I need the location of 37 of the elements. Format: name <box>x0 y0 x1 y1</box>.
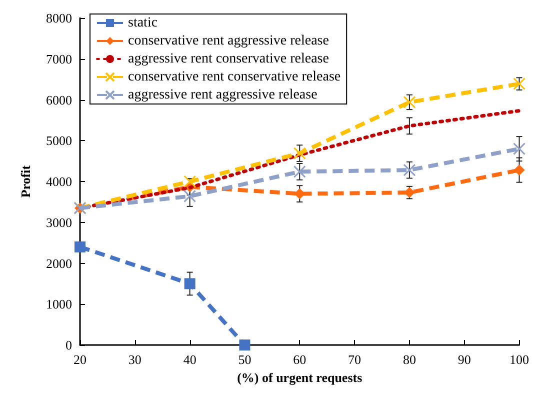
x-tick-label: 100 <box>510 352 529 367</box>
x-tick-label: 40 <box>183 352 196 367</box>
legend-label: static <box>128 16 158 30</box>
legend-label: aggressive rent conservative release <box>128 52 329 66</box>
point <box>184 175 196 188</box>
y-axis-title: Profit <box>18 164 33 198</box>
x-tick-label: 80 <box>402 352 416 367</box>
x-tick-label: 60 <box>293 352 306 367</box>
point <box>513 78 526 90</box>
x-axis-title: (%) of urgent requests <box>237 370 362 385</box>
point <box>403 164 416 176</box>
y-tick-label: 3000 <box>46 214 72 230</box>
legend-label: aggressive rent aggressive release <box>128 88 318 102</box>
y-tick-label: 8000 <box>46 10 72 26</box>
point <box>239 340 250 350</box>
point <box>184 190 196 202</box>
y-tick-label: 2000 <box>46 256 72 271</box>
point <box>74 241 86 252</box>
x-tick-label: 50 <box>238 352 252 367</box>
point <box>513 142 526 156</box>
x-tick-label: 90 <box>458 352 471 367</box>
y-tick-label: 0 <box>66 338 72 352</box>
point <box>184 278 196 290</box>
x-tick-label: 20 <box>74 352 86 367</box>
y-tick-label: 4000 <box>46 174 72 189</box>
legend-label: conservative rent conservative release <box>128 70 341 84</box>
point <box>293 147 306 160</box>
x-tick-label: 70 <box>348 352 362 367</box>
y-tick-label: 5000 <box>46 133 72 148</box>
y-tick-label: 7000 <box>46 51 72 66</box>
point <box>403 96 416 108</box>
point <box>514 164 525 176</box>
y-tick-label: 6000 <box>46 92 72 108</box>
x-tick-label: 30 <box>128 352 142 367</box>
legend-label: conservative rent aggressive release <box>128 34 329 48</box>
y-tick-label: 1000 <box>46 296 72 312</box>
point <box>293 165 306 178</box>
